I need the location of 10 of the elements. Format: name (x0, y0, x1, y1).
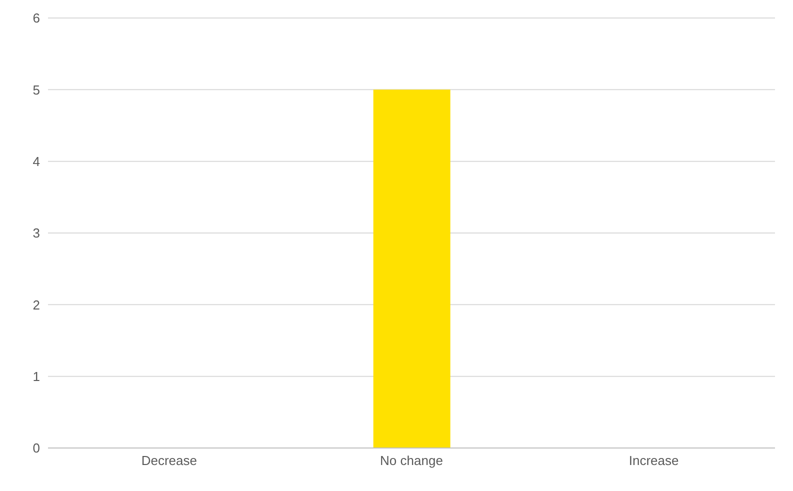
y-tick-label: 3 (32, 226, 40, 241)
y-tick-label: 6 (32, 10, 40, 26)
y-tick-label: 0 (32, 440, 40, 456)
x-tick-label: Increase (628, 453, 679, 468)
x-tick-label: No change (380, 453, 443, 468)
y-tick-label: 1 (32, 368, 40, 384)
y-tick-label: 5 (32, 82, 40, 98)
y-tick-label: 2 (32, 297, 40, 312)
x-tick-label: Decrease (141, 453, 197, 468)
y-tick-label: 4 (32, 154, 40, 169)
